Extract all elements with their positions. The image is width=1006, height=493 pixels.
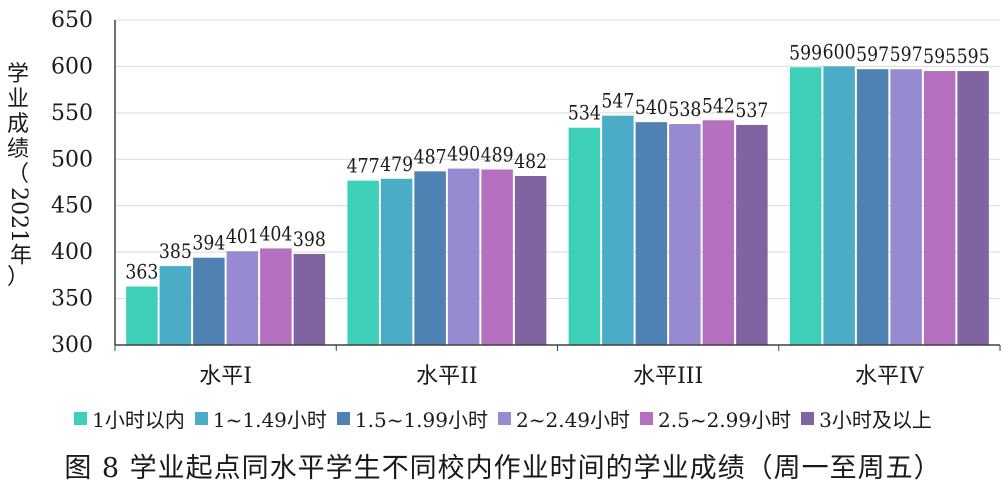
y-tick-label: 650 xyxy=(51,8,93,33)
y-tick-label: 500 xyxy=(51,147,93,172)
bar xyxy=(193,257,225,345)
y-tick-label: 300 xyxy=(51,333,93,358)
y-axis-label-char: （ xyxy=(6,162,29,187)
bar xyxy=(789,67,822,345)
bar xyxy=(447,168,480,345)
y-tick-labels: 300 350 400 450 500 550 600 650 xyxy=(51,8,93,358)
data-label: 595 xyxy=(923,44,956,68)
bar xyxy=(702,120,735,346)
legend-swatch xyxy=(336,411,350,425)
data-label: 479 xyxy=(380,152,413,176)
legend-label: 2~2.49小时 xyxy=(516,407,631,432)
legend-item: 2~2.49小时 xyxy=(498,404,630,433)
bar xyxy=(635,122,668,346)
data-label: 534 xyxy=(568,101,601,125)
data-label: 595 xyxy=(957,44,990,68)
bar xyxy=(347,180,379,345)
data-label: 489 xyxy=(481,143,514,167)
bar xyxy=(890,69,922,345)
legend-item: 1~1.49小时 xyxy=(194,404,327,433)
x-tick-label: 水平I xyxy=(199,364,252,389)
legend-item: 1.5~1.99小时 xyxy=(336,404,488,433)
legend-label: 1小时以内 xyxy=(92,407,185,432)
y-tick-label: 400 xyxy=(51,240,93,265)
legend-label: 1~1.49小时 xyxy=(212,407,327,432)
y-tick-label: 450 xyxy=(51,194,93,219)
figure-caption: 图 8 学业起点同水平学生不同校内作业时间的学业成绩（周一至周五） xyxy=(64,453,942,484)
bar xyxy=(293,254,326,345)
data-label: 404 xyxy=(259,221,292,245)
bar xyxy=(481,169,513,345)
data-label: 599 xyxy=(789,40,822,64)
legend-label: 2.5~2.99小时 xyxy=(658,407,792,432)
legend-swatch xyxy=(498,411,511,425)
legend-swatch xyxy=(194,411,208,425)
bar xyxy=(126,286,158,345)
bar xyxy=(669,124,701,345)
data-label: 385 xyxy=(159,239,192,263)
y-axis-label-char: 业 xyxy=(6,87,29,112)
data-label: 398 xyxy=(293,227,326,251)
data-label: 597 xyxy=(890,42,923,66)
bar xyxy=(923,71,956,346)
y-tick-label: 350 xyxy=(51,287,93,312)
bar xyxy=(856,69,889,345)
data-label: 394 xyxy=(192,231,225,255)
bar xyxy=(514,176,547,345)
y-axis-label-char: 绩 xyxy=(6,137,29,162)
legend-item: 2.5~2.99小时 xyxy=(640,404,791,433)
legend-swatch xyxy=(640,411,654,425)
data-label: 490 xyxy=(447,142,480,166)
y-axis-label-year: 2021年 xyxy=(6,187,31,265)
bar xyxy=(380,178,413,345)
data-label: 597 xyxy=(856,42,889,66)
y-tick-label: 600 xyxy=(51,54,93,79)
data-label: 487 xyxy=(414,144,447,168)
data-label: 538 xyxy=(668,97,701,121)
data-label: 540 xyxy=(635,95,668,119)
legend: 1小时以内 1~1.49小时 1.5~1.99小时 2~2.49小时 2.5~2… xyxy=(0,404,1006,432)
data-label: 547 xyxy=(601,89,634,113)
x-tick-label: 水平IV xyxy=(855,364,925,389)
axes xyxy=(114,20,1001,351)
bar xyxy=(823,66,855,345)
bar xyxy=(226,251,259,345)
bar xyxy=(260,248,292,345)
bar xyxy=(568,127,601,345)
data-label: 482 xyxy=(514,149,547,173)
x-tick-label: 水平III xyxy=(633,364,703,389)
y-axis-label: 学 业 成 绩 （ 2021年 ） xyxy=(4,62,32,290)
bar xyxy=(414,171,446,345)
bar xyxy=(957,71,989,346)
data-label: 401 xyxy=(226,224,259,248)
data-label: 542 xyxy=(702,93,735,117)
bar xyxy=(602,115,634,346)
x-tick-label: 水平II xyxy=(416,364,477,389)
data-label: 537 xyxy=(735,98,768,122)
legend-item: 1小时以内 xyxy=(74,404,185,433)
data-label: 363 xyxy=(125,260,158,284)
x-tick-labels: 水平I 水平II 水平III 水平IV xyxy=(199,364,924,389)
legend-label: 1.5~1.99小时 xyxy=(354,407,488,432)
y-axis-label-char: 成 xyxy=(6,112,29,137)
legend-item: 3小时及以上 xyxy=(801,404,932,433)
bar xyxy=(159,266,192,345)
y-tick-label: 550 xyxy=(51,101,93,126)
legend-swatch xyxy=(74,411,88,425)
legend-label: 3小时及以上 xyxy=(819,407,932,432)
bar xyxy=(736,124,768,345)
y-axis-label-char: ） xyxy=(6,265,29,290)
data-label: 477 xyxy=(347,154,380,178)
y-axis-label-char: 学 xyxy=(6,62,29,87)
data-label: 600 xyxy=(823,39,856,63)
bars xyxy=(126,66,989,346)
legend-swatch xyxy=(801,411,815,425)
